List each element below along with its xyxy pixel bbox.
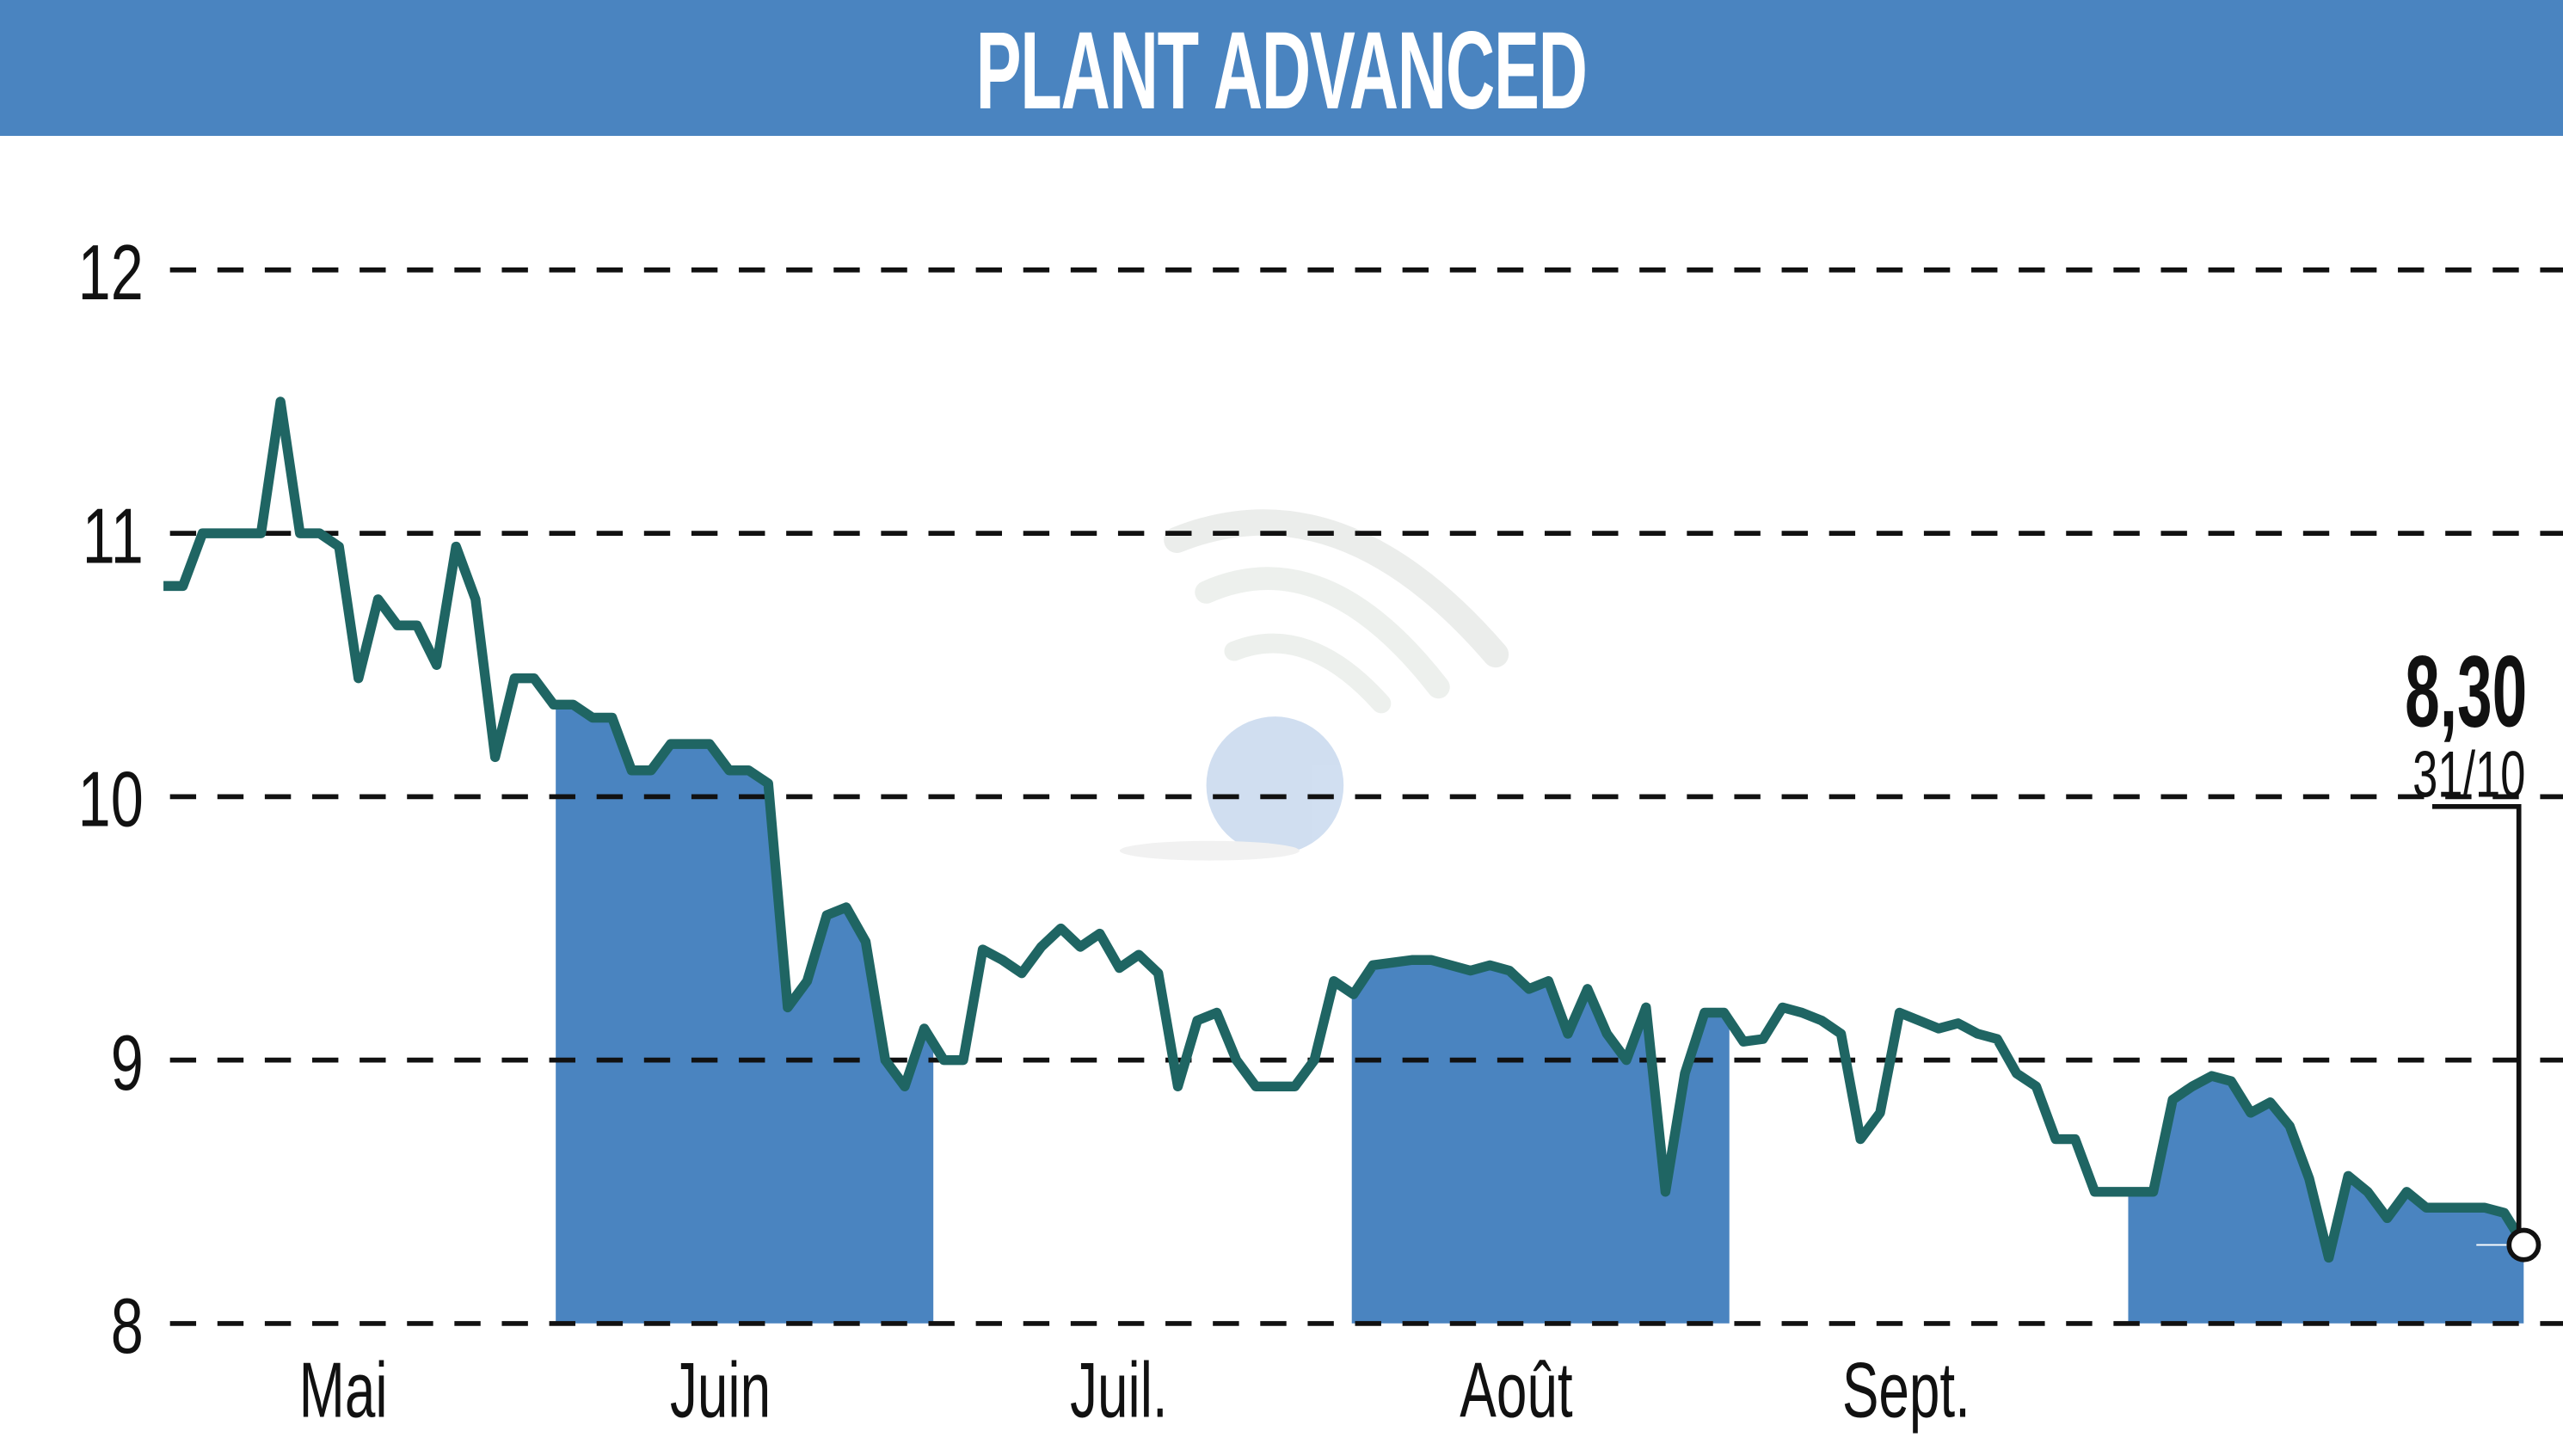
- x-axis: Mai Juin Juil. Août Sept.: [299, 1346, 1970, 1434]
- watermark-icon: [1119, 509, 1509, 861]
- y-tick-9: 9: [111, 1019, 144, 1107]
- x-tick-juin: Juin: [670, 1346, 771, 1434]
- x-tick-sept: Sept.: [1842, 1346, 1970, 1434]
- y-axis: 12 11 10 9 8: [78, 230, 144, 1371]
- x-tick-juil: Juil.: [1070, 1346, 1168, 1434]
- last-date: 31/10: [2412, 738, 2525, 811]
- y-tick-11: 11: [83, 493, 144, 581]
- last-point-marker: [2506, 1227, 2541, 1262]
- gridlines: [169, 267, 2563, 1326]
- x-tick-aout: Août: [1460, 1346, 1572, 1434]
- x-tick-mai: Mai: [299, 1346, 388, 1434]
- y-tick-8: 8: [111, 1283, 144, 1371]
- chart-title: PLANT ADVANCED: [975, 9, 1588, 132]
- band-juin: [556, 402, 934, 1324]
- last-value-annotation: 8,30 31/10: [2405, 635, 2541, 1262]
- y-tick-10: 10: [78, 756, 144, 844]
- y-tick-12: 12: [78, 230, 144, 317]
- last-value: 8,30: [2405, 635, 2527, 748]
- chart-header: PLANT ADVANCED: [0, 0, 2563, 136]
- month-bands: [556, 402, 2524, 1324]
- price-line: [163, 396, 2529, 1263]
